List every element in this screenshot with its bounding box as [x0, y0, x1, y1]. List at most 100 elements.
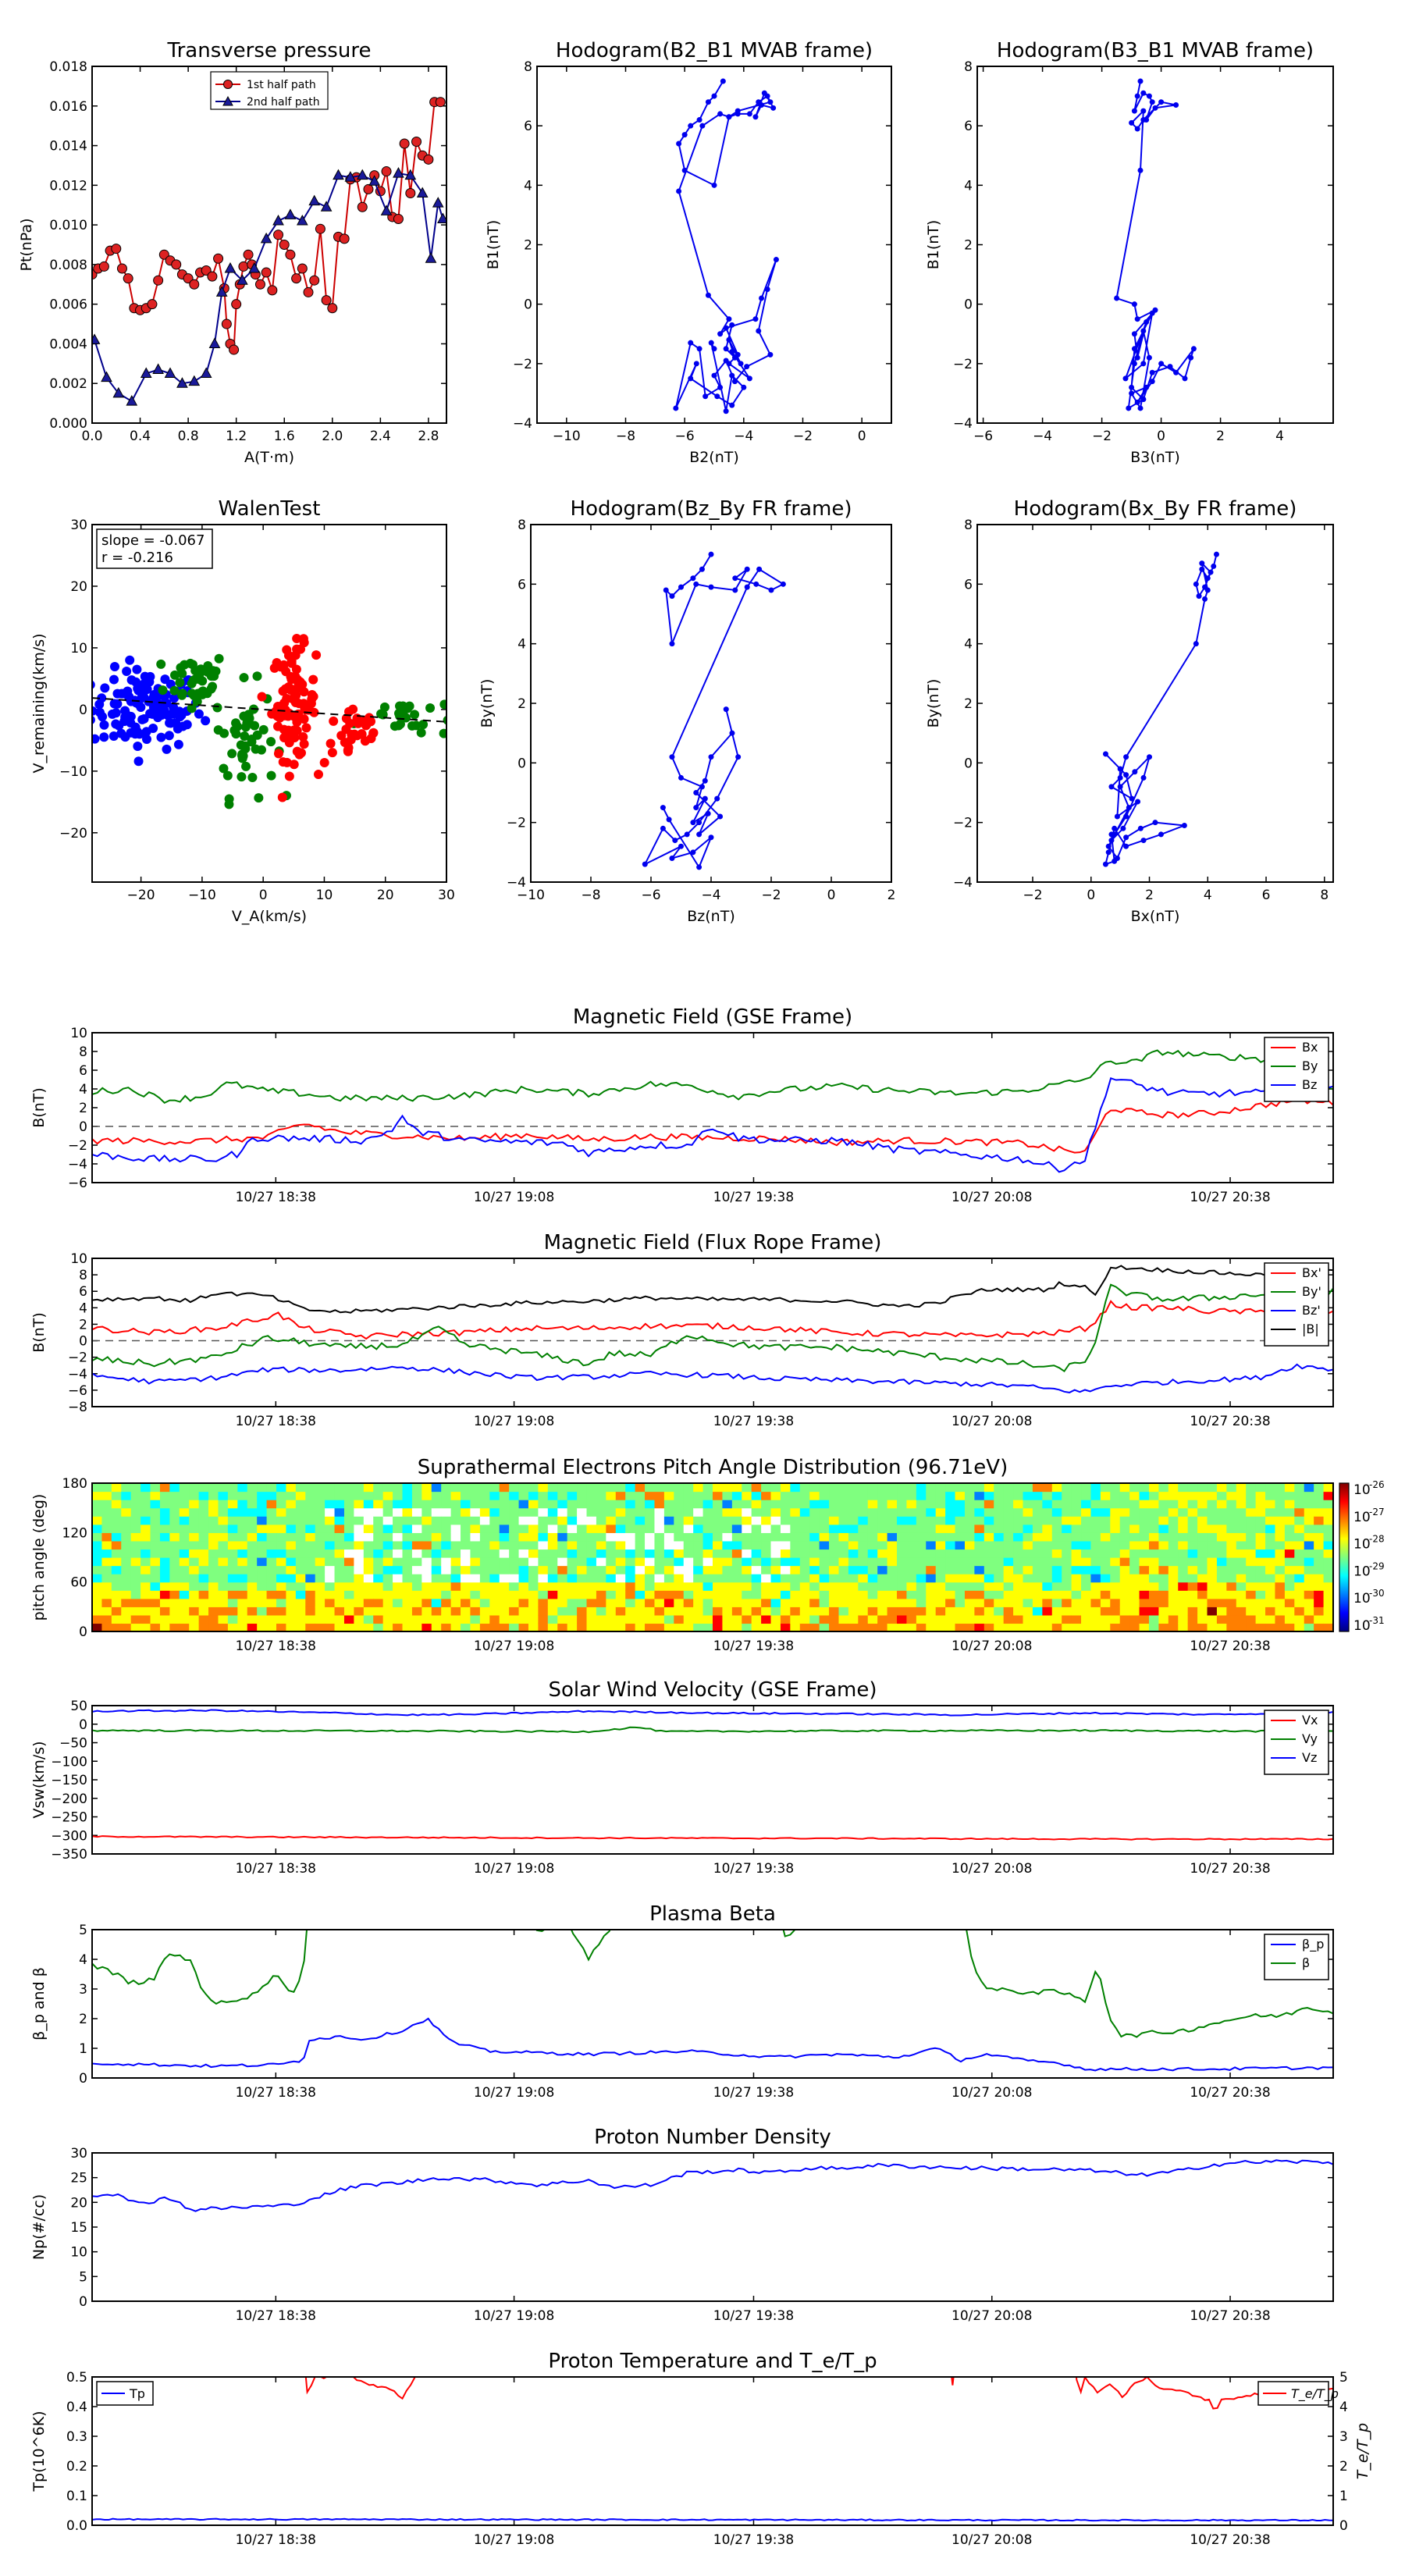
pad-cell: [198, 1524, 209, 1533]
mf_fr-legend-label: Bx': [1302, 1265, 1321, 1280]
pad-cell: [1294, 1500, 1305, 1509]
pad-cell: [315, 1524, 325, 1533]
pad-cell: [218, 1557, 229, 1567]
sw-frame: [91, 1705, 1334, 1855]
pad-cell: [1304, 1582, 1314, 1591]
pad-cell: [702, 1549, 713, 1558]
pad-cell: [663, 1540, 674, 1550]
pad-cell: [994, 1500, 1005, 1509]
pad-cell: [1100, 1557, 1111, 1567]
pad-cell: [461, 1623, 471, 1632]
pad-cell: [130, 1500, 141, 1509]
pad-cell: [586, 1623, 597, 1632]
pad-cell: [479, 1606, 490, 1616]
pad-cell: [479, 1507, 490, 1517]
pad-cell: [1158, 1500, 1169, 1509]
pad-cell: [799, 1483, 810, 1493]
pad-cell: [955, 1507, 966, 1517]
pad-cell: [770, 1483, 781, 1493]
pad-cell: [838, 1540, 849, 1550]
pad-cell: [179, 1598, 190, 1607]
pad-cell: [1110, 1524, 1121, 1533]
pad-cell: [926, 1500, 937, 1509]
pad-cell: [237, 1606, 248, 1616]
pad-cell: [586, 1507, 597, 1517]
np-ytick-label: 0: [79, 2294, 87, 2310]
pad-cell: [276, 1524, 287, 1533]
pad-cell: [450, 1549, 461, 1558]
h1-point: [735, 351, 741, 358]
pad-cell: [702, 1507, 713, 1517]
tp-point-triangle: [224, 262, 237, 273]
h3-point: [699, 566, 705, 572]
pad-cell: [1081, 1582, 1092, 1591]
tp-point-circle: [291, 273, 302, 284]
pad-cell: [1129, 1524, 1140, 1533]
pad-cell: [1062, 1623, 1072, 1632]
pad-cell: [315, 1614, 325, 1624]
tp-point-circle: [321, 295, 332, 306]
pad-cell: [742, 1557, 752, 1567]
pad-cell: [247, 1549, 258, 1558]
pad-cell: [645, 1623, 656, 1632]
h1-point: [764, 286, 770, 293]
pad-cell: [751, 1574, 762, 1583]
wt-ytick-label: 10: [70, 641, 87, 656]
h4-point: [1108, 838, 1115, 844]
pad-cell: [731, 1549, 742, 1558]
pad-cell: [790, 1614, 801, 1624]
pad-cell: [674, 1598, 685, 1607]
pad-cell: [1284, 1491, 1295, 1500]
pad-cell: [1119, 1516, 1130, 1525]
pad-cell: [557, 1565, 568, 1574]
pad-cell: [1284, 1532, 1295, 1542]
pad-cell: [218, 1606, 229, 1616]
pad-cell: [1119, 1557, 1130, 1567]
pad-cell: [101, 1565, 112, 1574]
pad-cell: [751, 1500, 762, 1509]
pad-cell: [1051, 1500, 1062, 1509]
pad-cell: [140, 1598, 151, 1607]
tp-point-circle: [171, 259, 182, 270]
pad-cell: [567, 1483, 578, 1493]
h2-point: [1114, 295, 1120, 301]
pad-cell: [1110, 1516, 1121, 1525]
pad-cell: [780, 1590, 791, 1599]
pad-cell: [393, 1524, 404, 1533]
pad-cell: [499, 1516, 510, 1525]
pad-cell: [1158, 1565, 1169, 1574]
pad-cell: [121, 1598, 132, 1607]
pad-cell: [325, 1623, 336, 1632]
pad-cell: [1139, 1582, 1150, 1591]
pad-cell: [509, 1614, 520, 1624]
mf_gse-series-0: [92, 1096, 1333, 1154]
pad-cell: [189, 1483, 200, 1493]
tp-point-circle: [254, 279, 265, 290]
pad-cell: [422, 1565, 432, 1574]
pad-cell: [984, 1623, 994, 1632]
pad-cell: [1110, 1582, 1121, 1591]
pad-cell: [702, 1557, 713, 1567]
pad-cell: [1216, 1614, 1227, 1624]
pad-cell: [247, 1491, 258, 1500]
pad-cell: [461, 1614, 471, 1624]
h4-ytick-label: −4: [953, 875, 973, 891]
h2-point: [1134, 399, 1140, 405]
wt-point: [194, 709, 204, 719]
pad-cell: [606, 1491, 617, 1500]
h2-point: [1144, 319, 1150, 326]
pad-cell: [994, 1524, 1005, 1533]
pad-cell: [334, 1623, 345, 1632]
pad-cell: [1323, 1507, 1334, 1517]
h3-point: [678, 584, 684, 590]
pad-cell: [528, 1574, 539, 1583]
pad-cell: [276, 1606, 287, 1616]
pad-cell: [169, 1606, 180, 1616]
pad-cell: [276, 1532, 287, 1542]
h1-xtick-label: −2: [793, 429, 813, 444]
pad-cell: [111, 1606, 122, 1616]
pad-cell: [150, 1532, 161, 1542]
pad-cell: [731, 1598, 742, 1607]
wt-point: [286, 671, 296, 681]
